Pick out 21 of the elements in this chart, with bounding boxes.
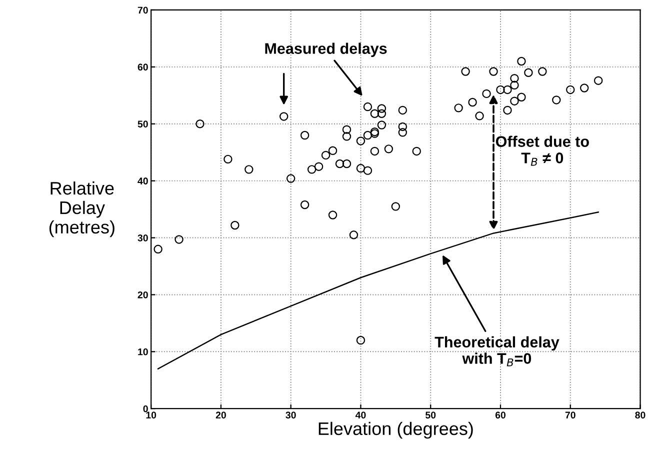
x-tick-label: 20 <box>216 412 226 419</box>
y-axis-title: Relative Delay (metres) <box>49 181 114 238</box>
x-tick-label: 30 <box>286 412 296 419</box>
x-axis-title: Elevation (degrees) <box>318 422 473 439</box>
y-tick-label: 20 <box>138 291 148 298</box>
x-tick-label: 10 <box>146 412 156 419</box>
y-tick-label: 40 <box>138 178 148 184</box>
annotation: Offset due to T$_{B}$ ≠ 0 <box>496 136 589 166</box>
y-tick-label: 50 <box>138 120 148 128</box>
y-tick-label: 10 <box>138 348 148 356</box>
x-tick-label: 70 <box>565 412 576 419</box>
x-tick-label: 50 <box>426 412 436 419</box>
x-tick-label: 40 <box>355 412 366 419</box>
y-tick-label: 30 <box>138 234 148 242</box>
y-tick-label: 60 <box>138 64 148 71</box>
annotation: Measured delays <box>265 42 387 57</box>
y-tick-label: 0 <box>143 405 148 412</box>
x-tick-label: 60 <box>495 412 506 419</box>
annotation: Theoretical delay with T$_{B}$=0 <box>434 336 560 366</box>
x-tick-label: 80 <box>635 412 646 419</box>
y-tick-label: 70 <box>138 6 148 14</box>
